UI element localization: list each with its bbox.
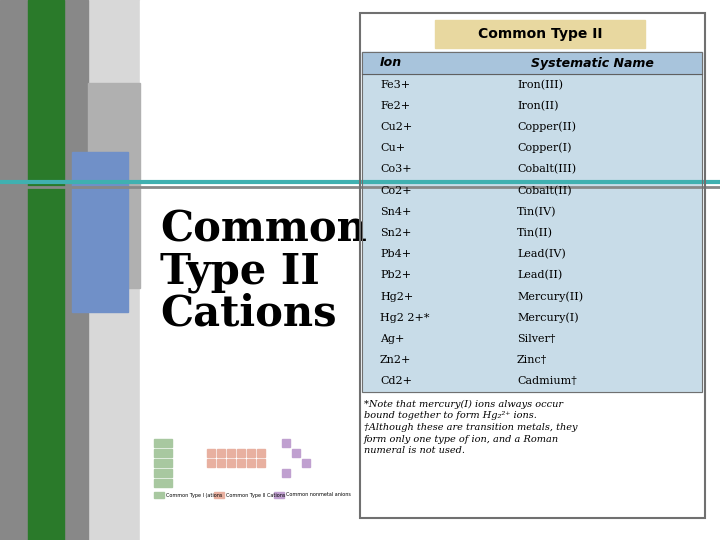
Text: †Although these are transition metals, they: †Although these are transition metals, t… xyxy=(364,423,577,432)
Text: bound together to form Hg₂²⁺ ions.: bound together to form Hg₂²⁺ ions. xyxy=(364,411,537,421)
Bar xyxy=(72,152,128,312)
Text: Mercury(I): Mercury(I) xyxy=(517,313,579,323)
Text: Tin(IV): Tin(IV) xyxy=(517,207,557,217)
Bar xyxy=(207,449,215,457)
Text: Cu+: Cu+ xyxy=(380,143,405,153)
Bar xyxy=(152,407,330,502)
Text: Lead(IV): Lead(IV) xyxy=(517,249,566,259)
Text: Pb2+: Pb2+ xyxy=(380,271,411,280)
Bar xyxy=(154,469,172,477)
Bar xyxy=(207,459,215,467)
Bar xyxy=(237,449,245,457)
Text: Type II: Type II xyxy=(160,251,320,293)
Text: Cations: Cations xyxy=(160,293,337,335)
Text: form only one type of ion, and a Roman: form only one type of ion, and a Roman xyxy=(364,435,559,443)
Text: Systematic Name: Systematic Name xyxy=(531,57,654,70)
Bar xyxy=(154,479,172,487)
Text: Copper(I): Copper(I) xyxy=(517,143,572,153)
Bar xyxy=(247,459,255,467)
Bar xyxy=(88,83,140,288)
Bar xyxy=(257,449,265,457)
Bar xyxy=(282,469,290,477)
Bar xyxy=(154,492,164,498)
Text: Co3+: Co3+ xyxy=(380,164,412,174)
Bar xyxy=(0,0,88,540)
Text: Common Type I (ations: Common Type I (ations xyxy=(166,492,222,497)
Bar xyxy=(227,449,235,457)
Bar xyxy=(28,0,64,540)
Text: Mercury(II): Mercury(II) xyxy=(517,291,583,302)
Bar xyxy=(282,439,290,447)
Text: numeral is not used.: numeral is not used. xyxy=(364,446,465,455)
Text: Common nonmetal anions: Common nonmetal anions xyxy=(286,492,351,497)
Text: Iron(III): Iron(III) xyxy=(517,79,563,90)
Bar xyxy=(257,459,265,467)
Text: Silver†: Silver† xyxy=(517,334,555,344)
Text: Fe3+: Fe3+ xyxy=(380,79,410,90)
Bar xyxy=(360,13,705,518)
Bar xyxy=(154,459,172,467)
Text: Zinc†: Zinc† xyxy=(517,355,547,365)
Bar xyxy=(237,459,245,467)
Bar xyxy=(214,492,224,498)
Bar xyxy=(362,52,702,392)
Bar xyxy=(362,52,702,74)
Text: Cu2+: Cu2+ xyxy=(380,122,413,132)
Text: Cd2+: Cd2+ xyxy=(380,376,412,387)
Bar xyxy=(227,459,235,467)
Text: Common: Common xyxy=(160,209,367,251)
Text: *Note that mercury(I) ions always occur: *Note that mercury(I) ions always occur xyxy=(364,400,563,409)
Text: Cobalt(III): Cobalt(III) xyxy=(517,164,576,174)
Bar xyxy=(154,449,172,457)
Bar xyxy=(292,449,300,457)
Bar xyxy=(362,52,702,392)
Text: Cobalt(II): Cobalt(II) xyxy=(517,185,572,196)
Text: Pb4+: Pb4+ xyxy=(380,249,411,259)
Text: Sn4+: Sn4+ xyxy=(380,207,411,217)
Text: Co2+: Co2+ xyxy=(380,186,412,195)
Text: Cadmium†: Cadmium† xyxy=(517,376,577,387)
Bar xyxy=(217,459,225,467)
Bar xyxy=(154,439,172,447)
Text: Iron(II): Iron(II) xyxy=(517,100,559,111)
Text: Hg2+: Hg2+ xyxy=(380,292,413,302)
Text: Lead(II): Lead(II) xyxy=(517,270,562,281)
Text: Zn2+: Zn2+ xyxy=(380,355,411,365)
Text: Hg2 2+*: Hg2 2+* xyxy=(380,313,430,323)
Bar xyxy=(274,492,284,498)
Text: Copper(II): Copper(II) xyxy=(517,122,576,132)
Bar xyxy=(247,449,255,457)
Text: Sn2+: Sn2+ xyxy=(380,228,411,238)
Bar xyxy=(140,0,720,540)
Bar xyxy=(435,20,645,48)
Text: Common Type II Cations: Common Type II Cations xyxy=(226,492,285,497)
Text: Ag+: Ag+ xyxy=(380,334,405,344)
Text: Tin(II): Tin(II) xyxy=(517,228,553,238)
Text: Common Type II: Common Type II xyxy=(478,27,602,41)
Text: Ion: Ion xyxy=(380,57,402,70)
Text: Fe2+: Fe2+ xyxy=(380,101,410,111)
Bar xyxy=(217,449,225,457)
Bar xyxy=(302,459,310,467)
